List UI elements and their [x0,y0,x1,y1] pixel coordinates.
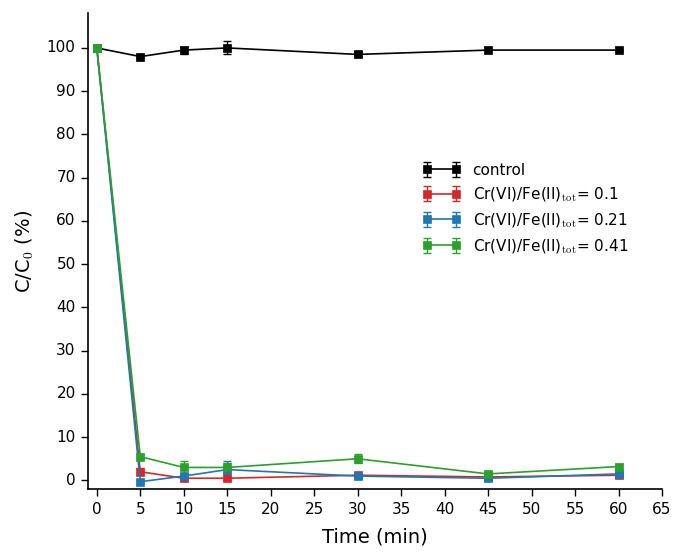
X-axis label: Time (min): Time (min) [322,528,428,547]
Y-axis label: C/C$_0$ (%): C/C$_0$ (%) [13,209,36,293]
Legend: control, Cr(VI)/Fe(II)$_\mathrm{tot}$= 0.1, Cr(VI)/Fe(II)$_\mathrm{tot}$= 0.21, : control, Cr(VI)/Fe(II)$_\mathrm{tot}$= 0… [413,154,637,265]
